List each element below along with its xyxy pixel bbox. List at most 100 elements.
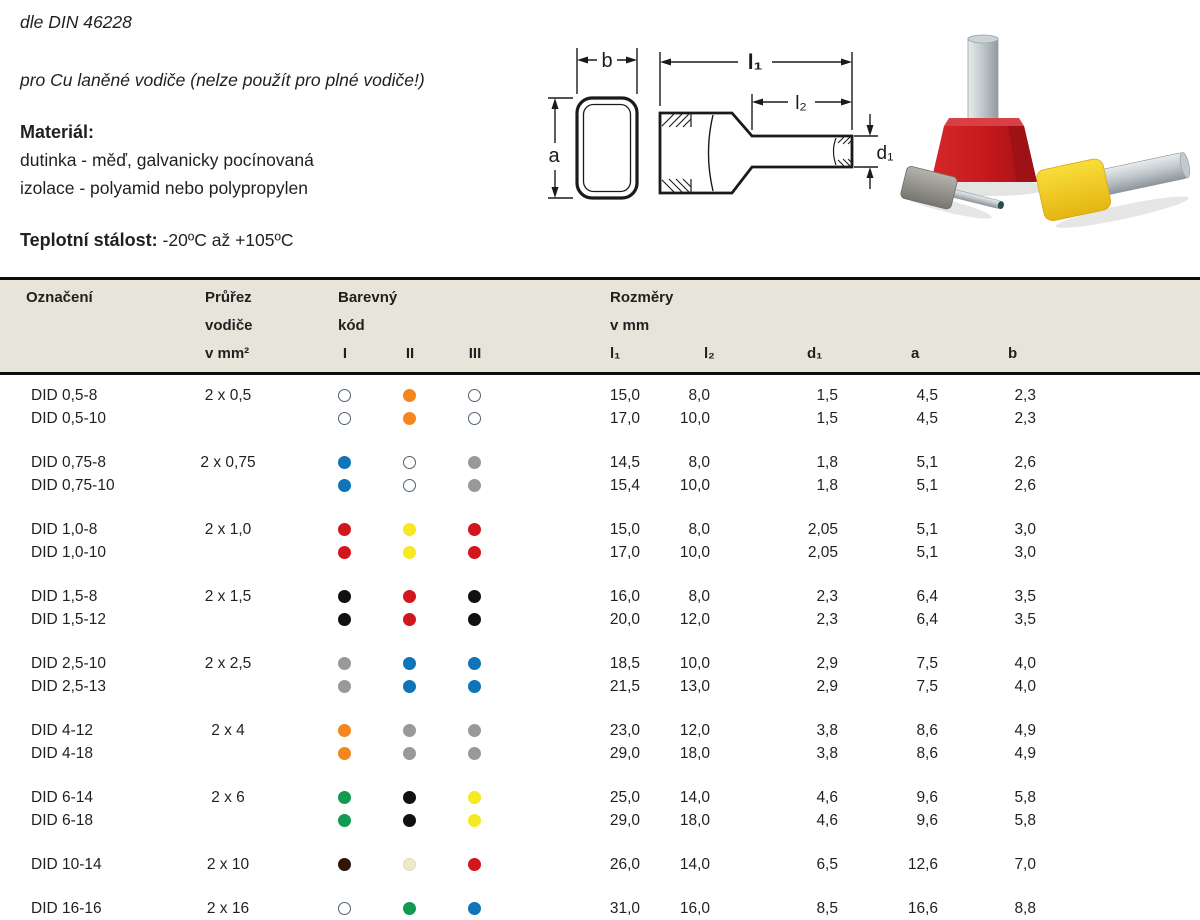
b-value-cell: 5,8 <box>1014 812 1036 829</box>
l2-value-cell: 10,0 <box>679 410 710 427</box>
red-color-dot <box>338 546 351 559</box>
d1-value-cell: 2,9 <box>816 655 838 672</box>
a-value-cell: 5,1 <box>916 477 938 494</box>
designation-cell: DID 6-14 <box>31 789 94 806</box>
d1-value-cell: 1,5 <box>816 387 838 404</box>
temperature-value: -20ºC až +105ºC <box>157 230 294 250</box>
d1-value-cell: 8,5 <box>816 900 838 917</box>
col-d1: d₁ <box>807 345 823 362</box>
l2-value-cell: 18,0 <box>679 812 710 829</box>
white-color-dot <box>338 412 351 425</box>
b-value-cell: 5,8 <box>1014 789 1036 806</box>
grey-color-dot <box>338 680 351 693</box>
grey-color-dot <box>468 724 481 737</box>
designation-cell: DID 0,75-10 <box>31 477 115 494</box>
designation-cell: DID 0,5-10 <box>31 410 106 427</box>
l2-value-cell: 10,0 <box>679 655 710 672</box>
brown-color-dot <box>338 858 351 871</box>
table-group: DID 16-16 2 x 16 31,0 16,0 8,5 16,6 8,8 <box>0 897 1200 920</box>
l1-value-cell: 20,0 <box>609 611 640 628</box>
designation-cell: DID 0,75-8 <box>31 454 106 471</box>
green-color-dot <box>338 791 351 804</box>
yellow-color-dot <box>403 523 416 536</box>
a-value-cell: 7,5 <box>916 655 938 672</box>
d1-value-cell: 4,6 <box>816 789 838 806</box>
black-color-dot <box>403 814 416 827</box>
d1-value-cell: 3,8 <box>816 745 838 762</box>
l1-value-cell: 31,0 <box>609 900 640 917</box>
green-color-dot <box>338 814 351 827</box>
blue-color-dot <box>403 680 416 693</box>
col-cross-section-2: vodiče <box>205 317 253 334</box>
dim-label-l1: l₁ <box>748 51 763 74</box>
red-color-dot <box>403 613 416 626</box>
black-color-dot <box>338 613 351 626</box>
b-value-cell: 4,9 <box>1014 745 1036 762</box>
dim-label-l2: l₂ <box>795 93 807 114</box>
b-value-cell: 3,0 <box>1014 544 1036 561</box>
col-color-code-1: Barevný <box>338 289 398 306</box>
b-value-cell: 2,3 <box>1014 410 1036 427</box>
l1-value-cell: 17,0 <box>609 544 640 561</box>
designation-cell: DID 16-16 <box>31 900 102 917</box>
l2-value-cell: 8,0 <box>688 588 710 605</box>
black-color-dot <box>403 791 416 804</box>
table-row: DID 2,5-10 2 x 2,5 18,5 10,0 2,9 7,5 4,0 <box>0 652 1200 675</box>
d1-value-cell: 2,3 <box>816 611 838 628</box>
l1-value-cell: 21,5 <box>609 678 640 695</box>
cross-section-cell: 2 x 0,75 <box>200 454 256 471</box>
a-value-cell: 4,5 <box>916 410 938 427</box>
black-color-dot <box>468 590 481 603</box>
l2-value-cell: 8,0 <box>688 387 710 404</box>
cross-section-cell: 2 x 6 <box>211 789 245 806</box>
l1-value-cell: 14,5 <box>609 454 640 471</box>
a-value-cell: 5,1 <box>916 521 938 538</box>
yellow-color-dot <box>468 791 481 804</box>
a-value-cell: 4,5 <box>916 387 938 404</box>
yellow-ferrule <box>1036 152 1191 228</box>
cross-section-cell: 2 x 1,5 <box>204 588 252 605</box>
table-row: DID 1,5-8 2 x 1,5 16,0 8,0 2,3 6,4 3,5 <box>0 585 1200 608</box>
red-color-dot <box>468 523 481 536</box>
orange-color-dot <box>403 389 416 402</box>
product-photo <box>900 34 1191 228</box>
white-color-dot <box>338 389 351 402</box>
grey-ferrule <box>900 166 1004 219</box>
grey-color-dot <box>468 747 481 760</box>
b-value-cell: 4,0 <box>1014 655 1036 672</box>
grey-color-dot <box>468 456 481 469</box>
col-color-II: II <box>405 345 415 362</box>
table-row: DID 0,75-10 15,4 10,0 1,8 5,1 2,6 <box>0 474 1200 497</box>
table-group: DID 1,5-8 2 x 1,5 16,0 8,0 2,3 6,4 3,5 D… <box>0 585 1200 631</box>
d1-value-cell: 1,8 <box>816 454 838 471</box>
grey-color-dot <box>403 724 416 737</box>
col-designation: Označení <box>26 289 93 306</box>
col-cross-section-1: Průřez <box>205 289 252 306</box>
cross-section-cell: 2 x 0,5 <box>204 387 252 404</box>
table-row: DID 2,5-13 21,5 13,0 2,9 7,5 4,0 <box>0 675 1200 698</box>
a-value-cell: 5,1 <box>916 544 938 561</box>
cross-section-cell: 2 x 16 <box>206 900 250 917</box>
white-color-dot <box>468 412 481 425</box>
red-color-dot <box>468 858 481 871</box>
l1-value-cell: 16,0 <box>609 588 640 605</box>
table-row: DID 4-18 29,0 18,0 3,8 8,6 4,9 <box>0 742 1200 765</box>
table-row: DID 0,5-8 2 x 0,5 15,0 8,0 1,5 4,5 2,3 <box>0 384 1200 407</box>
black-color-dot <box>338 590 351 603</box>
dim-label-d1: d₁ <box>877 143 894 164</box>
l1-value-cell: 23,0 <box>609 722 640 739</box>
a-value-cell: 5,1 <box>916 454 938 471</box>
a-value-cell: 9,6 <box>916 789 938 806</box>
table-body: DID 0,5-8 2 x 0,5 15,0 8,0 1,5 4,5 2,3 D… <box>0 384 1200 920</box>
blue-color-dot <box>338 479 351 492</box>
b-value-cell: 3,0 <box>1014 521 1036 538</box>
b-value-cell: 8,8 <box>1014 900 1036 917</box>
a-value-cell: 7,5 <box>916 678 938 695</box>
designation-cell: DID 10-14 <box>31 856 102 873</box>
d1-value-cell: 4,6 <box>816 812 838 829</box>
col-dimensions-2: v mm <box>610 317 650 334</box>
white-color-dot <box>403 456 416 469</box>
col-a: a <box>911 345 920 362</box>
b-value-cell: 3,5 <box>1014 611 1036 628</box>
a-value-cell: 8,6 <box>916 745 938 762</box>
